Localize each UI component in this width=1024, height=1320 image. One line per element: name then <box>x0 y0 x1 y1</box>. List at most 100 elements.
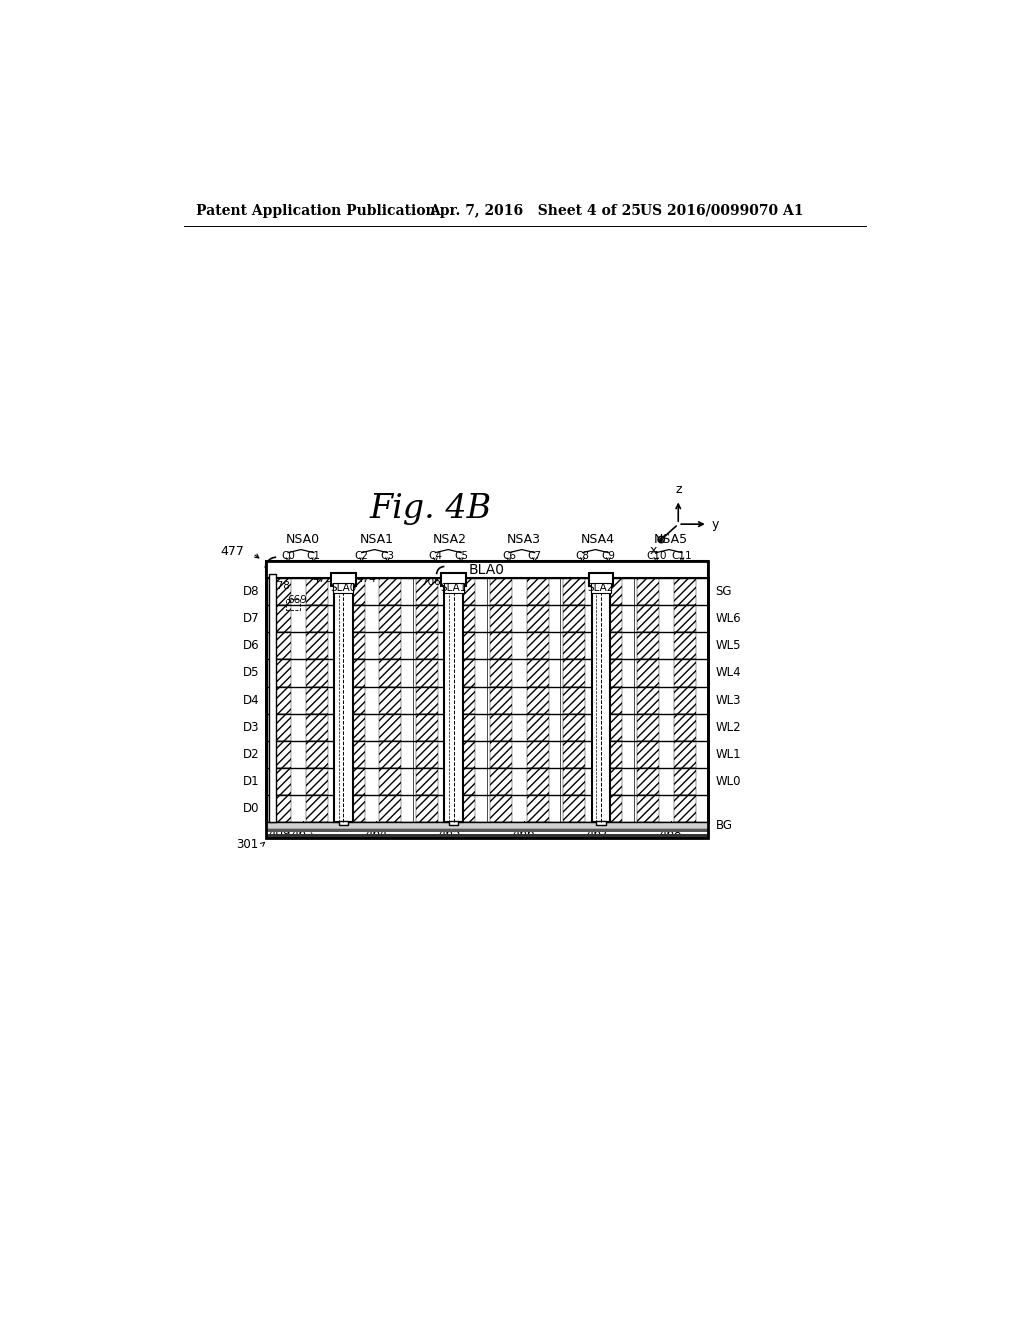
Text: NSA0: NSA0 <box>286 533 319 546</box>
Bar <box>416 795 438 822</box>
Bar <box>269 574 276 822</box>
Bar <box>342 660 365 686</box>
Bar <box>489 741 512 768</box>
Bar <box>444 585 463 822</box>
Bar <box>526 795 549 822</box>
Text: 465: 465 <box>439 828 461 841</box>
Text: NSA5: NSA5 <box>654 533 688 546</box>
Bar <box>563 578 586 605</box>
Bar <box>526 686 549 714</box>
Bar <box>416 578 438 605</box>
Text: D3: D3 <box>244 721 260 734</box>
Bar <box>563 660 586 686</box>
Bar <box>637 686 659 714</box>
Text: WL4: WL4 <box>716 667 741 680</box>
Text: C4: C4 <box>428 550 442 561</box>
Bar <box>489 660 512 686</box>
Text: SLA2: SLA2 <box>588 582 614 593</box>
Bar <box>596 821 605 825</box>
Text: C9: C9 <box>601 550 615 561</box>
Text: 408: 408 <box>282 569 301 579</box>
Text: WL1: WL1 <box>716 748 741 760</box>
Bar <box>266 822 708 829</box>
Text: WL0: WL0 <box>716 775 741 788</box>
Bar <box>306 768 328 795</box>
Bar <box>453 605 475 632</box>
Text: 464: 464 <box>366 828 388 841</box>
Bar <box>379 741 401 768</box>
Bar <box>563 605 586 632</box>
Text: Fig. 4B: Fig. 4B <box>370 492 492 525</box>
Bar <box>489 795 512 822</box>
Text: WL2: WL2 <box>716 721 741 734</box>
Text: D7: D7 <box>243 612 260 626</box>
Text: SG: SG <box>716 585 732 598</box>
Text: BG: BG <box>716 820 732 832</box>
Bar <box>379 632 401 660</box>
Bar <box>489 714 512 741</box>
Bar <box>334 585 352 822</box>
Text: y: y <box>712 517 719 531</box>
Bar <box>306 686 328 714</box>
Bar <box>269 795 291 822</box>
Text: 468: 468 <box>659 828 682 841</box>
Text: US 2016/0099070 A1: US 2016/0099070 A1 <box>640 203 803 218</box>
Text: 467: 467 <box>586 828 608 841</box>
Bar <box>342 632 365 660</box>
Bar <box>563 741 586 768</box>
Bar <box>637 795 659 822</box>
Bar <box>416 605 438 632</box>
Bar <box>600 605 623 632</box>
Bar <box>592 585 610 822</box>
Text: D4: D4 <box>243 693 260 706</box>
Bar <box>453 578 475 605</box>
Bar <box>600 660 623 686</box>
Bar <box>526 632 549 660</box>
Text: NSA4: NSA4 <box>581 533 614 546</box>
Circle shape <box>660 539 663 541</box>
Text: 301: 301 <box>236 838 258 851</box>
Text: SLA1: SLA1 <box>440 582 467 593</box>
Text: NSA1: NSA1 <box>359 533 393 546</box>
Bar <box>331 573 355 586</box>
Bar <box>269 714 291 741</box>
Bar <box>674 768 696 795</box>
Bar <box>637 741 659 768</box>
Bar <box>266 829 708 832</box>
Bar <box>674 795 696 822</box>
Bar <box>266 578 708 822</box>
Bar <box>342 741 365 768</box>
Bar <box>269 768 291 795</box>
Bar <box>306 605 328 632</box>
Bar <box>589 573 613 586</box>
Text: 463: 463 <box>292 828 314 841</box>
Bar <box>526 768 549 795</box>
Bar <box>306 714 328 741</box>
Text: z: z <box>675 483 682 496</box>
Bar <box>674 632 696 660</box>
Text: 678: 678 <box>270 581 290 591</box>
Text: C8: C8 <box>575 550 590 561</box>
Bar <box>453 714 475 741</box>
Bar <box>563 632 586 660</box>
Bar <box>379 660 401 686</box>
Bar <box>563 768 586 795</box>
Bar <box>266 561 708 578</box>
Bar <box>443 582 464 593</box>
Text: WL5: WL5 <box>716 639 741 652</box>
Bar <box>563 795 586 822</box>
Text: NSA3: NSA3 <box>507 533 541 546</box>
Text: 669: 669 <box>288 595 307 606</box>
Bar <box>416 686 438 714</box>
Bar <box>600 741 623 768</box>
Bar <box>379 768 401 795</box>
Bar <box>526 714 549 741</box>
Text: BLA0: BLA0 <box>469 562 505 577</box>
Bar <box>526 605 549 632</box>
Bar <box>526 741 549 768</box>
Bar <box>489 578 512 605</box>
Bar <box>674 686 696 714</box>
Bar <box>674 605 696 632</box>
Bar <box>342 714 365 741</box>
Text: WL6: WL6 <box>716 612 741 626</box>
